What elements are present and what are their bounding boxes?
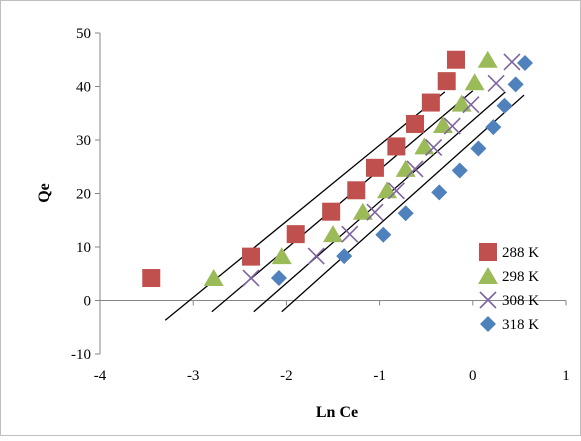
data-point: [425, 138, 443, 157]
legend-marker: [479, 291, 497, 309]
data-point: [286, 225, 305, 244]
data-point: [487, 74, 505, 92]
legend-marker: [480, 316, 496, 332]
data-point: [421, 93, 440, 112]
data-point: [341, 225, 359, 243]
y-tick-label: -10: [71, 347, 91, 363]
legend: 288 K 298 K 308 K 318 K: [478, 243, 539, 333]
y-tick-label: 10: [76, 240, 91, 256]
data-point: [387, 137, 406, 156]
x-tick-label: -1: [373, 368, 386, 384]
data-point: [241, 247, 260, 266]
data-point: [406, 160, 424, 178]
data-point: [242, 269, 260, 287]
data-point: [437, 72, 456, 91]
data-point: [477, 50, 498, 68]
legend-label: 318 K: [502, 317, 539, 333]
data-point: [397, 205, 414, 222]
data-point: [387, 182, 405, 200]
data-point: [406, 114, 425, 133]
data-points: [142, 50, 533, 288]
data-point: [352, 202, 373, 220]
y-tick-label: 20: [76, 187, 91, 203]
legend-label: 298 K: [502, 269, 539, 285]
data-point: [365, 158, 384, 177]
data-point: [451, 94, 472, 112]
data-point: [462, 96, 480, 114]
data-point: [271, 247, 292, 265]
data-point: [307, 247, 325, 265]
y-tick-label: 50: [76, 26, 91, 42]
y-tick-label: 30: [76, 133, 91, 149]
data-point: [464, 73, 485, 91]
trendline: [211, 90, 474, 313]
data-point: [323, 225, 343, 243]
data-point: [270, 270, 287, 287]
data-point: [431, 184, 448, 201]
data-point: [203, 269, 224, 287]
data-point: [432, 116, 453, 134]
data-point: [347, 181, 366, 200]
trendline: [253, 91, 506, 313]
legend-label: 308 K: [502, 293, 539, 309]
legend-marker: [479, 243, 497, 261]
data-point: [485, 119, 502, 136]
data-point: [142, 269, 161, 288]
legend-label: 288 K: [502, 245, 539, 261]
x-axis-title: Ln Ce: [316, 404, 358, 421]
x-tick-label: -4: [94, 368, 107, 384]
x-tick-label: -3: [187, 368, 200, 384]
y-axis-title: Qe: [36, 183, 53, 203]
y-tick-label: 0: [84, 294, 92, 310]
data-point: [516, 54, 533, 71]
data-point: [366, 203, 384, 221]
data-point: [496, 97, 513, 114]
data-point: [322, 202, 341, 221]
data-point: [507, 76, 524, 93]
data-point: [451, 162, 468, 179]
data-point: [443, 117, 461, 135]
data-point: [447, 50, 466, 69]
data-point: [414, 137, 435, 155]
trendline: [281, 94, 525, 313]
x-tick-label: 0: [469, 368, 477, 384]
legend-marker: [478, 267, 498, 284]
x-tick-label: 1: [562, 368, 570, 384]
data-point: [375, 226, 392, 243]
data-point: [336, 248, 353, 265]
y-tick-label: 40: [76, 80, 91, 96]
data-point: [503, 53, 521, 71]
data-point: [470, 140, 487, 157]
x-tick-label: -2: [280, 368, 293, 384]
